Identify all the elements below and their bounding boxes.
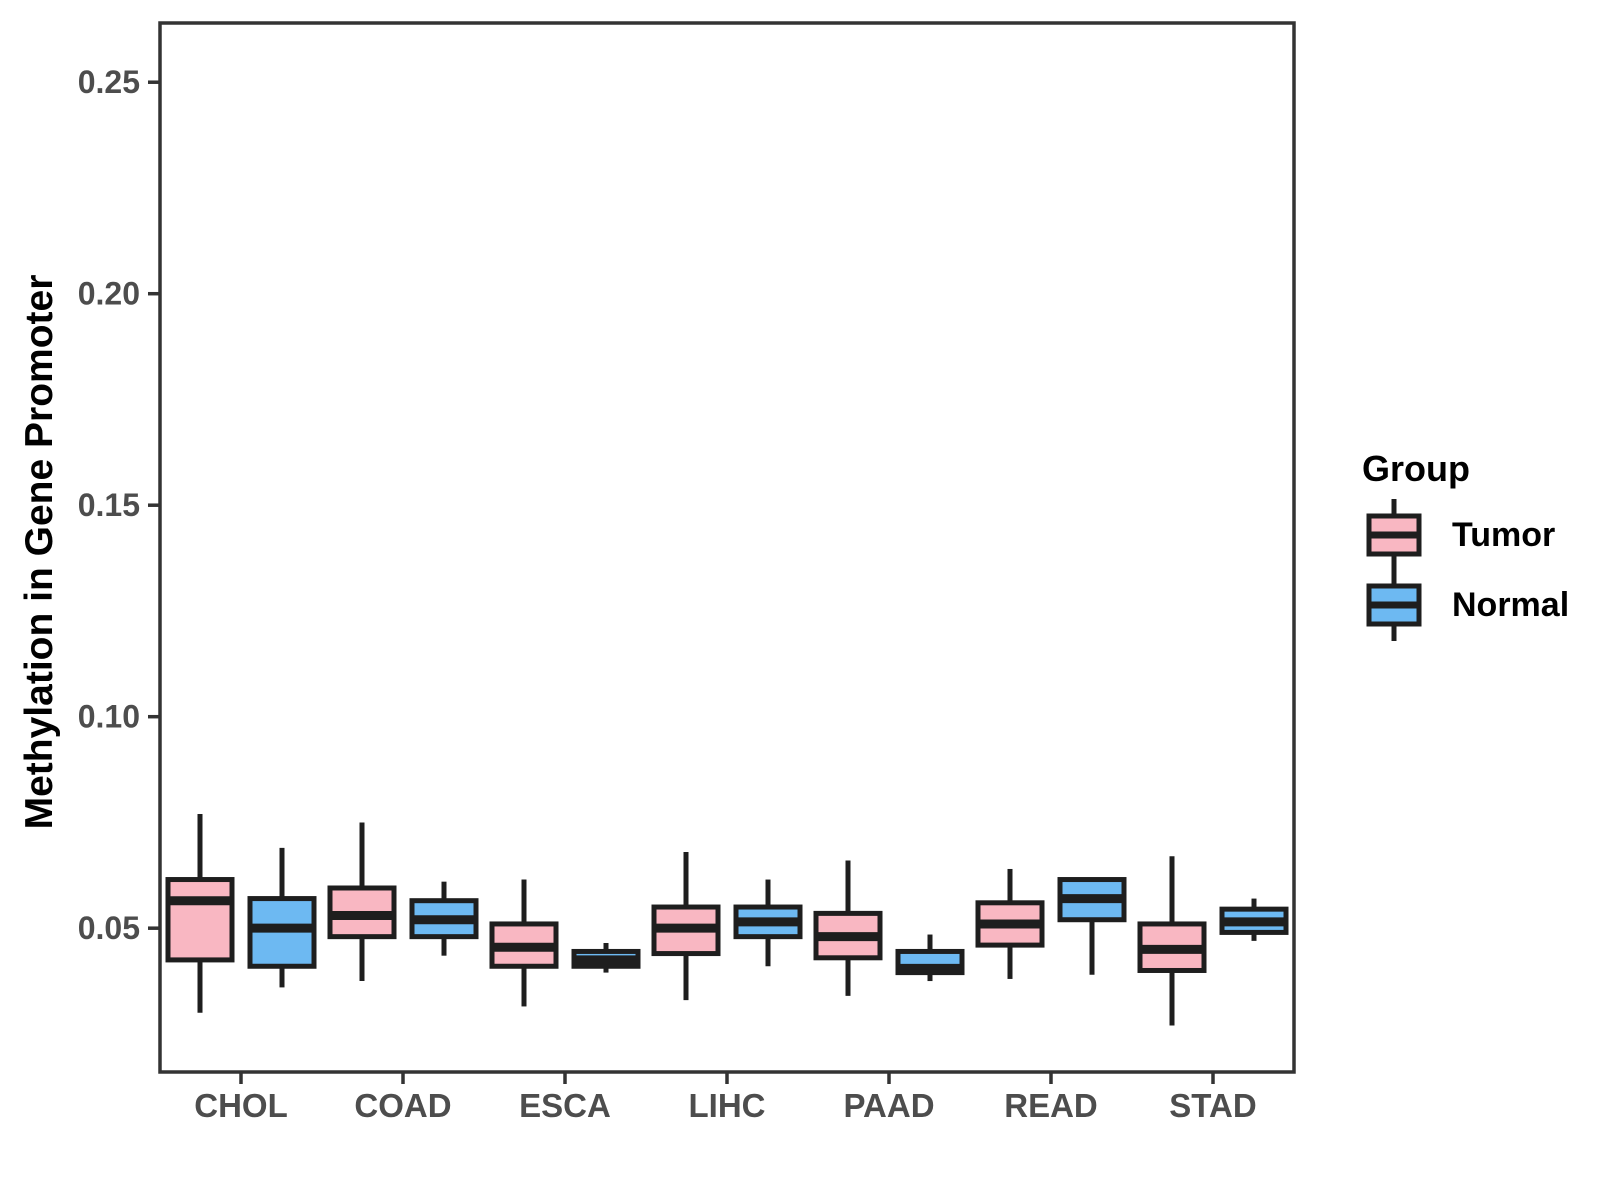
box-PAAD-normal	[895, 934, 965, 982]
y-tick-label: 0.10	[78, 699, 140, 735]
legend-item-tumor: Tumor	[1362, 499, 1600, 571]
box-CHOL-normal	[247, 847, 317, 988]
iqr-box	[165, 877, 235, 963]
legend-title: Group	[1362, 448, 1470, 489]
box-CHOL-tumor	[165, 813, 235, 1013]
tumor-boxplot-glyph-icon	[1366, 499, 1422, 571]
x-tick-label: READ	[1004, 1087, 1098, 1124]
box-ESCA-tumor	[489, 879, 559, 1007]
box-STAD-normal	[1219, 898, 1289, 941]
legend-label-normal: Normal	[1452, 585, 1570, 624]
box-LIHC-tumor	[651, 852, 721, 1001]
y-tick-label: 0.15	[78, 487, 140, 523]
x-tick-label: PAAD	[843, 1087, 934, 1124]
y-tick-label: 0.25	[78, 64, 140, 100]
y-tick-label: 0.20	[78, 276, 140, 312]
y-tick-label: 0.05	[78, 910, 140, 946]
y-axis-title: Methylation in Gene Promoter	[18, 274, 61, 830]
x-tick-label: STAD	[1169, 1087, 1256, 1124]
x-tick-label: LIHC	[689, 1087, 766, 1124]
box-ESCA-normal	[571, 942, 641, 973]
x-tick-label: CHOL	[194, 1087, 288, 1124]
x-tick-label: ESCA	[519, 1087, 611, 1124]
box-COAD-tumor	[327, 822, 397, 982]
normal-boxplot-glyph-icon	[1366, 569, 1422, 641]
box-READ-tumor	[975, 868, 1045, 979]
box-COAD-normal	[409, 881, 479, 956]
legend-label-tumor: Tumor	[1452, 515, 1556, 554]
box-PAAD-tumor	[813, 860, 883, 996]
box-READ-normal	[1057, 877, 1127, 975]
x-tick-label: COAD	[354, 1087, 451, 1124]
legend: Group Tumor Normal	[1362, 448, 1600, 641]
legend-item-normal: Normal	[1362, 569, 1600, 641]
box-STAD-tumor	[1137, 856, 1207, 1026]
box-LIHC-normal	[733, 879, 803, 967]
